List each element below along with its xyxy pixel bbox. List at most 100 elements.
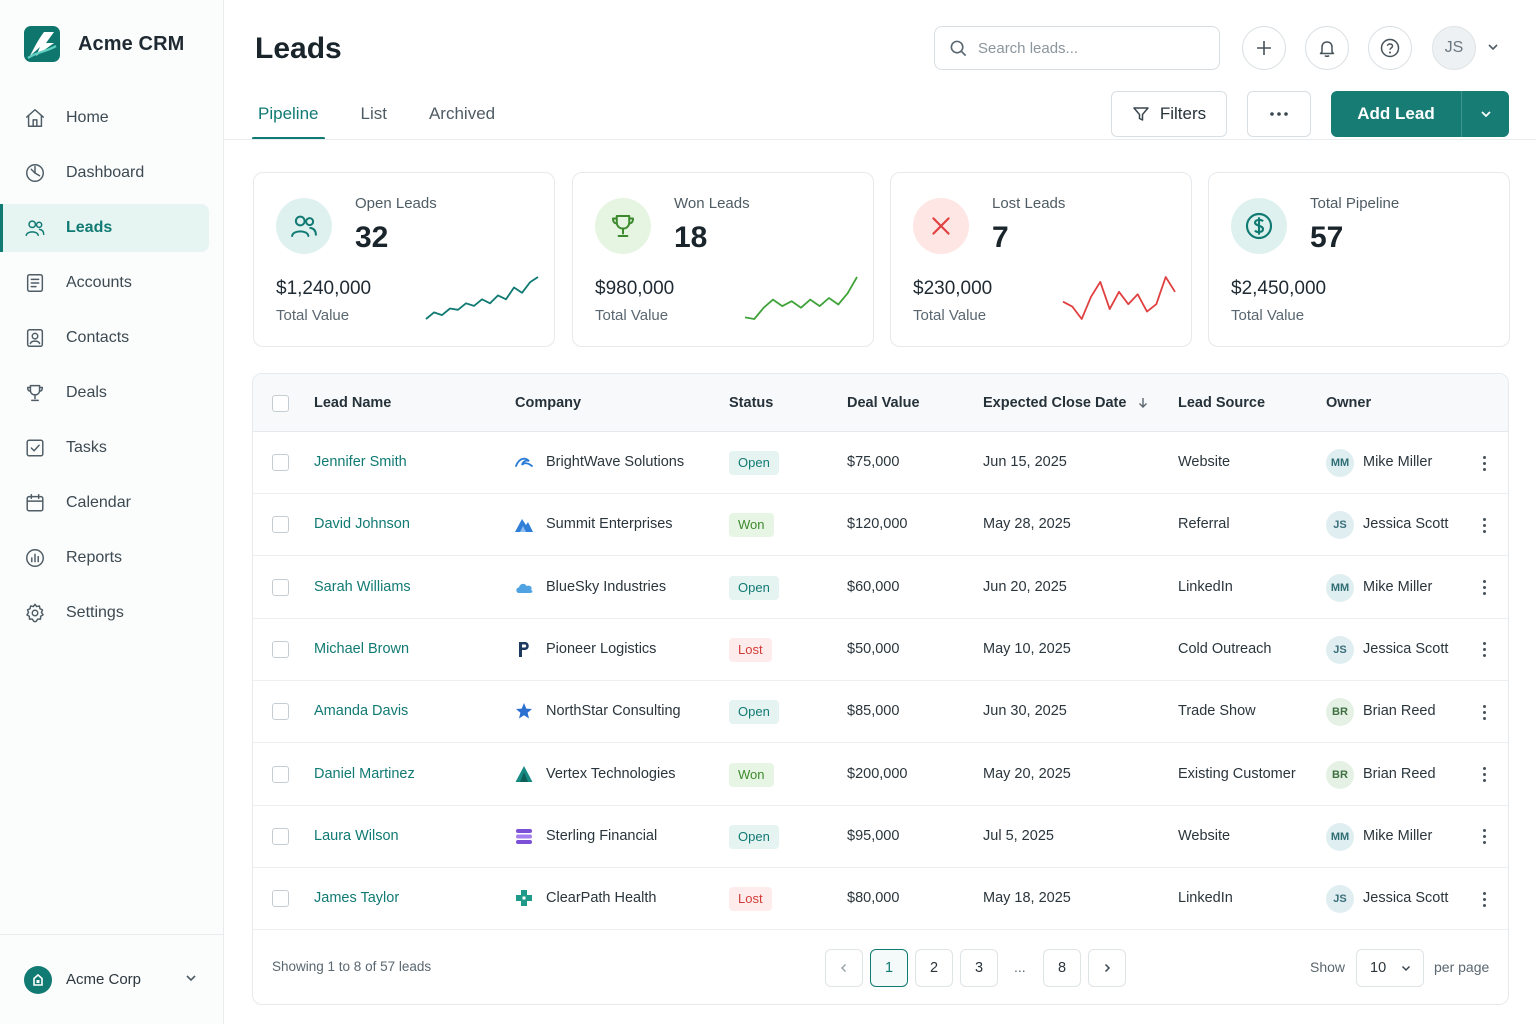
table-row[interactable]: Jennifer Smith BrightWave Solutions Open $7…: [253, 432, 1508, 494]
notifications-button[interactable]: [1305, 26, 1349, 70]
chevron-down-icon[interactable]: [1486, 40, 1500, 54]
row-checkbox[interactable]: [272, 703, 289, 721]
deal-value: $95,000: [847, 827, 900, 844]
add-lead-button[interactable]: Add Lead: [1331, 91, 1509, 137]
per-page-select[interactable]: 10: [1356, 949, 1424, 987]
lead-name-link[interactable]: Daniel Martinez: [314, 765, 415, 782]
more-options-button[interactable]: [1247, 91, 1311, 137]
row-checkbox[interactable]: [272, 890, 289, 908]
company-name: Summit Enterprises: [546, 516, 673, 533]
sidebar-item-settings[interactable]: Settings: [0, 589, 209, 637]
row-actions-icon[interactable]: [1475, 639, 1493, 661]
row-checkbox[interactable]: [272, 454, 289, 471]
table-row[interactable]: Laura Wilson Sterling Financial Open $95,00…: [253, 806, 1508, 868]
sidebar-item-contacts[interactable]: Contacts: [0, 314, 209, 362]
sidebar-item-reports[interactable]: Reports: [0, 534, 209, 582]
tab-pipeline[interactable]: Pipeline: [252, 92, 325, 140]
row-actions-icon[interactable]: [1475, 701, 1493, 723]
company-name: Vertex Technologies: [546, 765, 676, 782]
bell-icon: [1319, 41, 1335, 57]
add-button[interactable]: [1242, 26, 1286, 70]
cross-icon: [516, 890, 532, 907]
lead-name-link[interactable]: James Taylor: [314, 890, 400, 907]
sidebar-item-calendar[interactable]: Calendar: [0, 479, 209, 527]
row-actions-icon[interactable]: [1475, 577, 1493, 599]
owner-name: Jessica Scott: [1363, 640, 1449, 657]
stat-amount: $230,000: [913, 278, 993, 299]
column-header-owner[interactable]: Owner: [1326, 395, 1372, 411]
deal-value: $60,000: [847, 578, 900, 595]
company-name: NorthStar Consulting: [546, 703, 681, 720]
column-header-lead-name[interactable]: Lead Name: [314, 395, 392, 411]
brand[interactable]: Acme CRM: [24, 26, 184, 62]
lead-name-link[interactable]: Michael Brown: [314, 640, 410, 657]
table-row[interactable]: James Taylor ClearPath Health Lost $80,000 M…: [253, 868, 1508, 931]
lead-name-link[interactable]: Sarah Williams: [314, 578, 411, 595]
table-row[interactable]: Daniel Martinez Vertex Technologies Won $20…: [253, 744, 1508, 806]
org-switcher[interactable]: Acme Corp: [0, 934, 224, 1024]
stat-amount: $1,240,000: [276, 278, 372, 299]
table-row[interactable]: Sarah Williams BlueSky Industries Open $60,…: [253, 557, 1508, 619]
page-button-8[interactable]: 8: [1043, 949, 1081, 987]
row-checkbox[interactable]: [272, 578, 289, 596]
help-button[interactable]: [1368, 26, 1412, 70]
sidebar: Acme CRM Home Dashboard Leads Accounts C…: [0, 0, 224, 1024]
row-actions-icon[interactable]: [1475, 888, 1493, 910]
owner-name: Mike Miller: [1363, 827, 1433, 844]
status-badge: Open: [729, 575, 779, 600]
row-checkbox[interactable]: [272, 827, 289, 845]
table-row[interactable]: Amanda Davis NorthStar Consulting Open $85,…: [253, 681, 1508, 744]
row-actions-icon[interactable]: [1475, 764, 1493, 786]
per-page-value: 10: [1370, 960, 1387, 976]
sidebar-item-deals[interactable]: Deals: [0, 369, 209, 417]
leads-table: Lead Name Company Status Deal Value Expe…: [252, 373, 1509, 1005]
column-header-close-date[interactable]: Expected Close Date: [983, 395, 1127, 411]
users-icon: [276, 198, 332, 254]
owner-name: Brian Reed: [1363, 703, 1436, 720]
status-badge: Won: [729, 513, 774, 538]
home-icon: [26, 109, 44, 127]
column-header-deal-value[interactable]: Deal Value: [847, 395, 920, 411]
column-header-company[interactable]: Company: [515, 395, 582, 411]
lead-name-link[interactable]: Amanda Davis: [314, 703, 409, 720]
page-button-3[interactable]: 3: [960, 949, 998, 987]
deal-value: $120,000: [847, 516, 908, 533]
sparkline-path: [425, 276, 539, 320]
sidebar-item-dashboard[interactable]: Dashboard: [0, 149, 209, 197]
sort-desc-icon[interactable]: [1137, 396, 1149, 410]
select-all-checkbox[interactable]: [272, 395, 289, 412]
sidebar-item-accounts[interactable]: Accounts: [0, 259, 209, 307]
search-input[interactable]: [978, 39, 1198, 57]
lead-name-link[interactable]: Jennifer Smith: [314, 454, 407, 470]
add-lead-dropdown[interactable]: [1462, 107, 1509, 121]
row-actions-icon[interactable]: [1475, 452, 1493, 474]
lead-name-link[interactable]: Laura Wilson: [314, 827, 399, 844]
row-actions-icon[interactable]: [1475, 826, 1493, 848]
row-checkbox[interactable]: [272, 640, 289, 658]
sidebar-item-tasks[interactable]: Tasks: [0, 424, 209, 472]
table-row[interactable]: David Johnson Summit Enterprises Won $120,0…: [253, 494, 1508, 557]
close-date: May 18, 2025: [983, 890, 1071, 907]
column-header-status[interactable]: Status: [729, 395, 774, 411]
sidebar-item-leads[interactable]: Leads: [0, 204, 209, 252]
tab-archived[interactable]: Archived: [428, 104, 496, 123]
column-header-lead-source[interactable]: Lead Source: [1178, 395, 1266, 411]
row-actions-icon[interactable]: [1475, 514, 1493, 536]
search-box[interactable]: [934, 26, 1220, 70]
sidebar-item-label: Calendar: [66, 494, 131, 511]
org-name: Acme Corp: [66, 971, 142, 988]
page-button-2[interactable]: 2: [915, 949, 953, 987]
lead-name-link[interactable]: David Johnson: [314, 516, 410, 533]
user-avatar[interactable]: JS: [1432, 26, 1476, 70]
next-page-button[interactable]: [1088, 949, 1126, 987]
owner-name: Mike Miller: [1363, 578, 1433, 595]
close-date: May 10, 2025: [983, 640, 1071, 657]
row-checkbox[interactable]: [272, 765, 289, 783]
prev-page-button[interactable]: [825, 949, 863, 987]
sidebar-item-home[interactable]: Home: [0, 94, 209, 142]
row-checkbox[interactable]: [272, 516, 289, 534]
page-button-1[interactable]: 1: [870, 949, 908, 987]
tab-list[interactable]: List: [360, 104, 387, 123]
table-row[interactable]: Michael Brown Pioneer Logistics Lost $50,00…: [253, 619, 1508, 681]
filters-button[interactable]: Filters: [1111, 91, 1227, 137]
